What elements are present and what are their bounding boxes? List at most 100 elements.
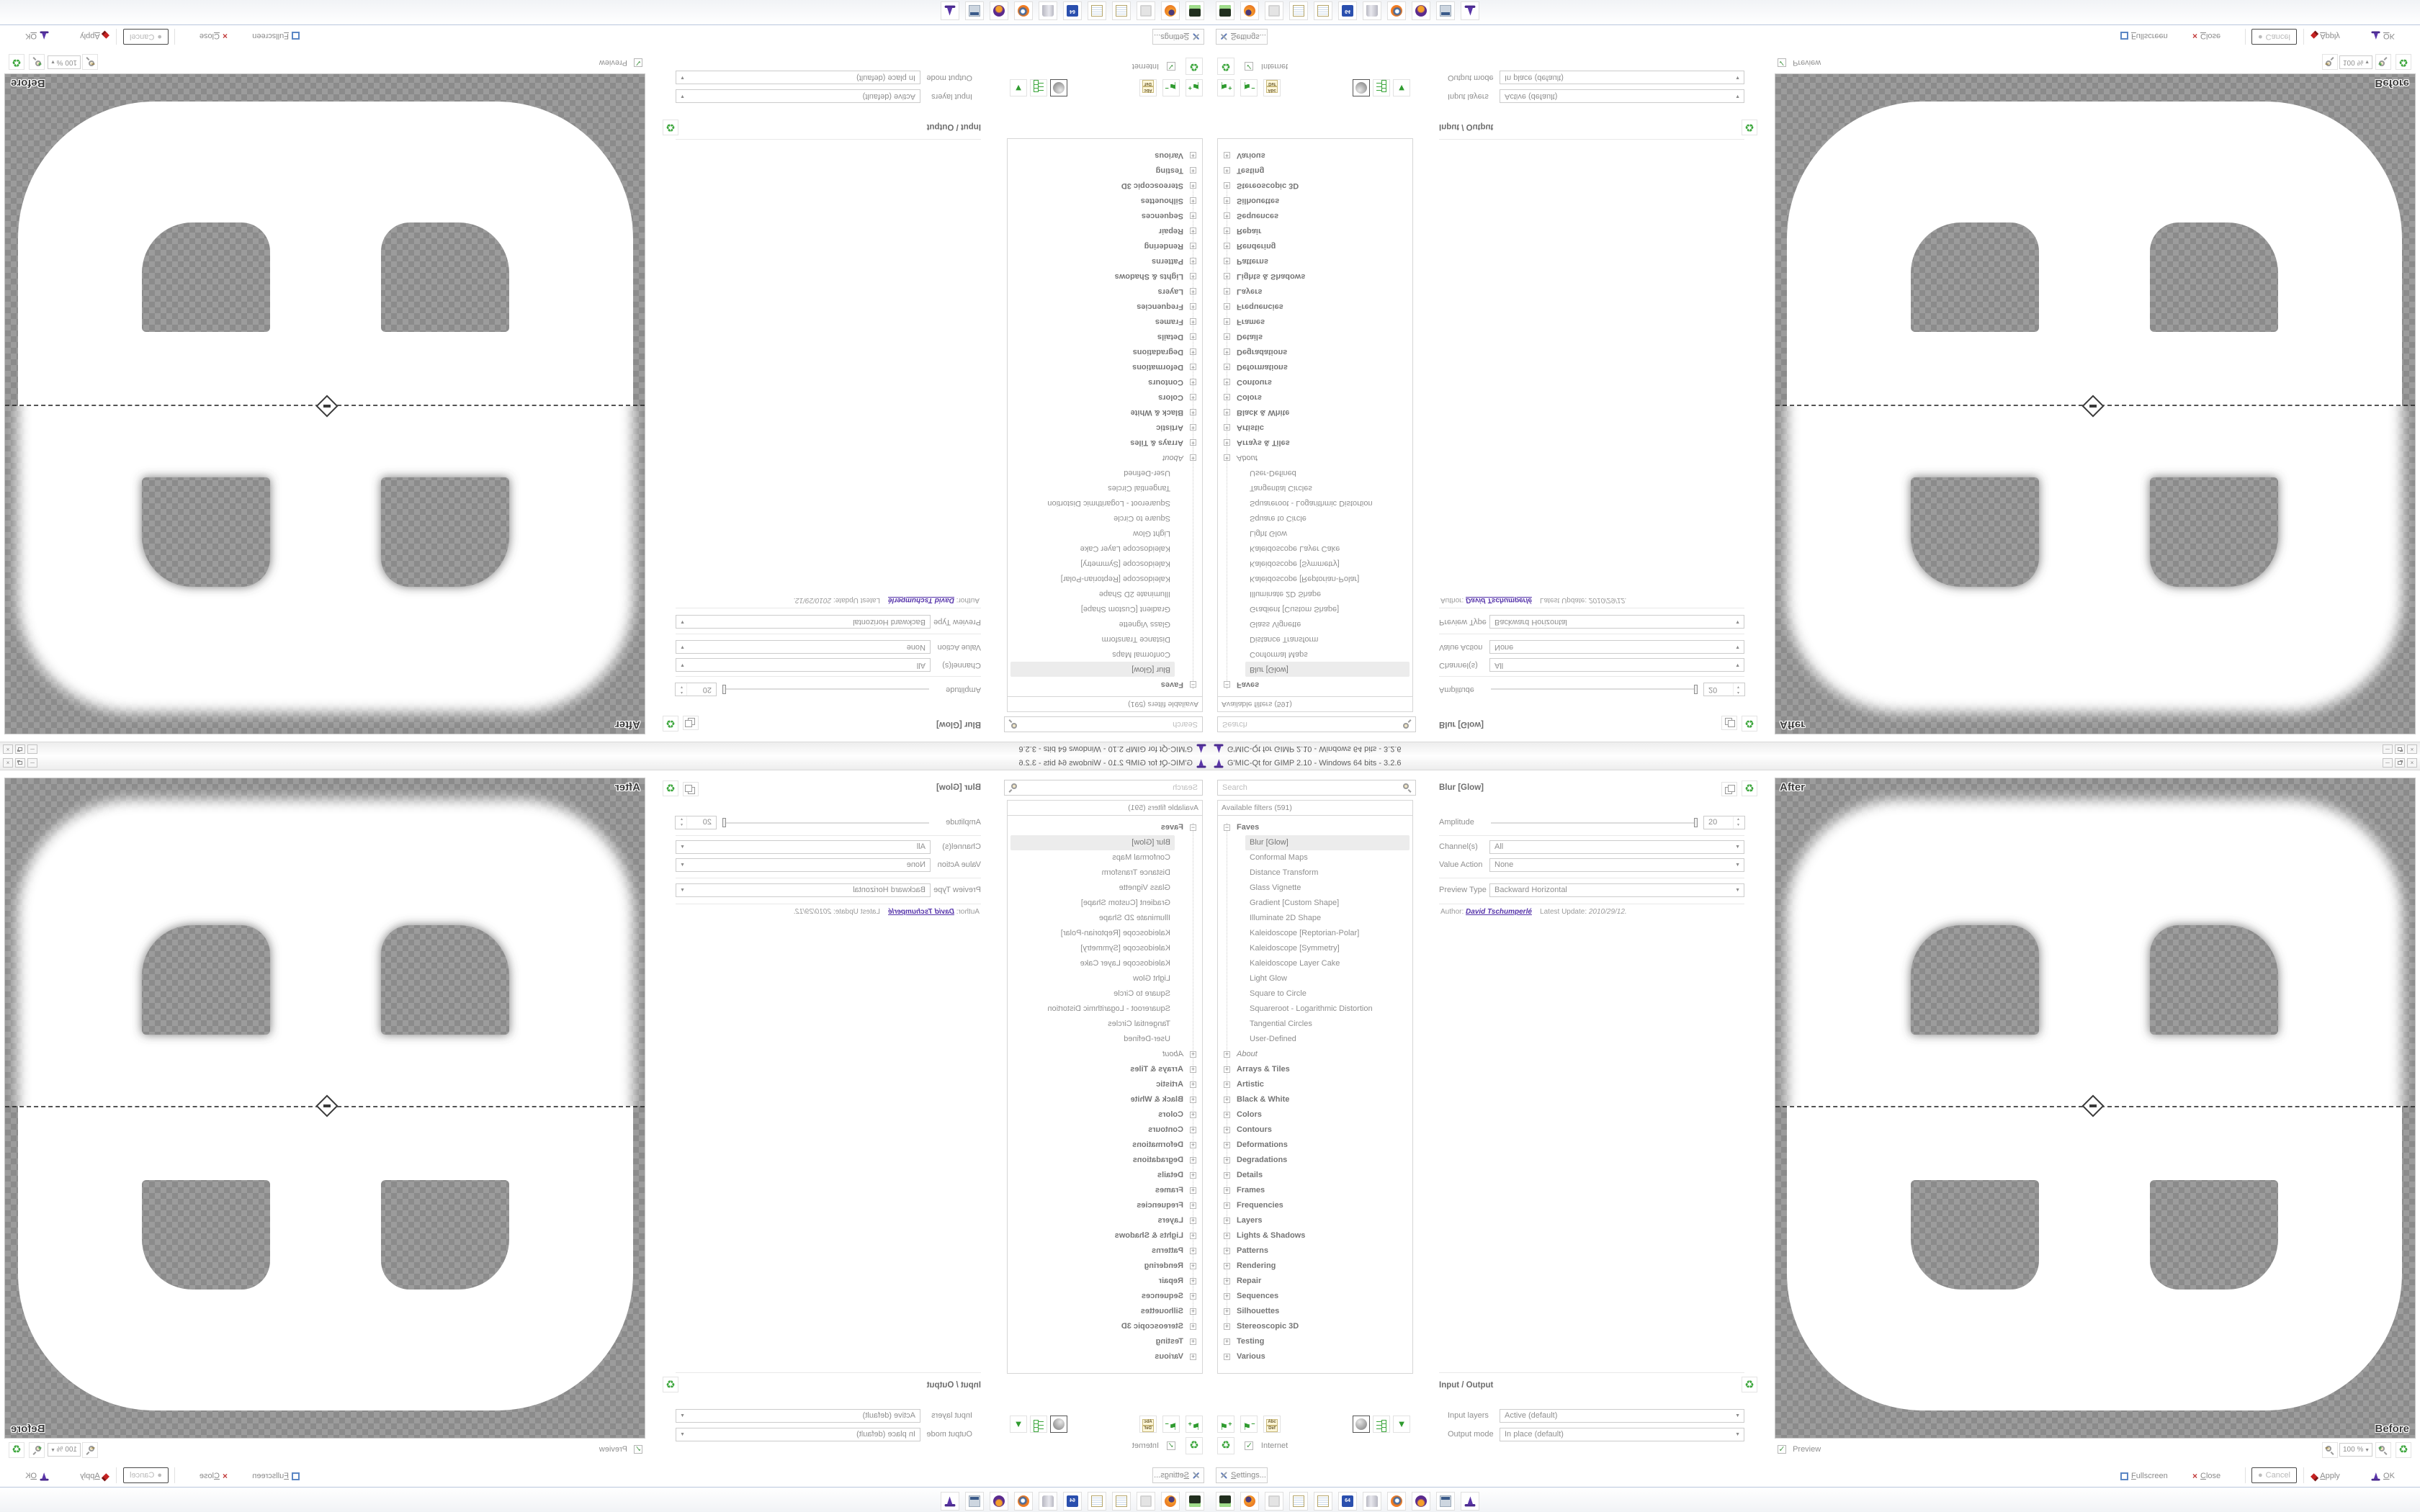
expand-icon[interactable]: +	[1224, 1081, 1230, 1088]
filter-item-square-to-circle[interactable]: Square to Circle	[1113, 989, 1170, 998]
expand-icon[interactable]: +	[1190, 1081, 1196, 1088]
category-frequencies[interactable]: + Frequencies	[1224, 1201, 1283, 1210]
expand-icon[interactable]: +	[1224, 167, 1230, 174]
category-rendering[interactable]: + Rendering	[1224, 242, 1276, 251]
filter-item-light-glow[interactable]: Light Glow	[1250, 529, 1287, 538]
add-fave-button[interactable]: ⚑+	[1217, 79, 1234, 96]
filter-item-kaleidoscope-layer-cake[interactable]: Kaleidoscope Layer Cake	[1080, 544, 1170, 553]
taskbar-plug-icon[interactable]	[1137, 1492, 1155, 1511]
collapse-all-button[interactable]: ▼	[1393, 79, 1410, 96]
author-link[interactable]: David Tschumperlé	[888, 908, 954, 916]
expand-icon[interactable]: +	[1190, 439, 1196, 446]
category-deformations[interactable]: + Deformations	[1132, 1140, 1196, 1149]
zoom-level-select[interactable]: 100 % ▼	[48, 1443, 81, 1457]
taskbar-firefox-icon[interactable]	[1161, 1492, 1180, 1511]
preview-pane[interactable]: After Before	[1775, 73, 2416, 734]
input-layers-select[interactable]: Active (default) ▼	[1500, 89, 1744, 103]
output-mode-select[interactable]: In place (default) ▼	[1500, 71, 1744, 84]
zoom-out-button[interactable]: −	[82, 54, 98, 70]
category-details[interactable]: + Details	[1157, 333, 1196, 341]
taskbar-floppy64-icon[interactable]: 64	[1338, 1492, 1357, 1511]
filter-item-blur-glow[interactable]: Blur [Glow]	[1008, 662, 1202, 677]
filter-item-gradient-custom-shape[interactable]: Gradient [Custom Shape]	[1080, 605, 1170, 613]
amplitude-spinbox[interactable]: 20 ▲ ▼	[675, 683, 717, 696]
category-layers[interactable]: + Layers	[1157, 287, 1196, 296]
taskbar-gmic-icon[interactable]	[941, 1, 959, 20]
copy-command-icon[interactable]	[683, 782, 699, 796]
minimize-button[interactable]: ─	[27, 758, 37, 768]
filter-item-gradient-custom-shape[interactable]: Gradient [Custom Shape]	[1080, 899, 1170, 907]
tree-item-faves[interactable]: − Faves	[1224, 680, 1260, 689]
preview-quality-button[interactable]	[1353, 1416, 1370, 1433]
channels-select[interactable]: All ▼	[1489, 658, 1744, 672]
category-black-white[interactable]: + Black & White	[1130, 408, 1196, 417]
expand-icon[interactable]: +	[1224, 1171, 1230, 1179]
rename-fave-button[interactable]: Abc Def	[1263, 79, 1281, 96]
copy-command-icon[interactable]	[1721, 716, 1737, 730]
preview-type-select[interactable]: Backward Horizontal ▼	[1489, 615, 1744, 629]
expand-icon[interactable]: +	[1224, 409, 1230, 416]
expand-icon[interactable]: +	[1224, 1338, 1230, 1345]
category-degradations[interactable]: + Degradations	[1132, 348, 1196, 356]
category-silhouettes[interactable]: + Silhouettes	[1140, 197, 1196, 205]
preview-type-select[interactable]: Backward Horizontal ▼	[676, 883, 931, 897]
collapse-expander-icon[interactable]: −	[1224, 681, 1230, 688]
expand-icon[interactable]: +	[1190, 1232, 1196, 1239]
preview-pane[interactable]: After Before	[4, 73, 645, 734]
category-various[interactable]: + Various	[1224, 1352, 1265, 1361]
filter-item-kaleidoscope-symmetry[interactable]: Kaleidoscope [Symmetry]	[1080, 559, 1170, 568]
expand-icon[interactable]: +	[1224, 1308, 1230, 1315]
filter-item-square-to-circle[interactable]: Square to Circle	[1250, 514, 1307, 523]
zoom-out-button[interactable]: −	[2322, 1442, 2338, 1458]
expand-icon[interactable]: +	[1224, 379, 1230, 386]
preview-checkbox[interactable]: ✓	[1778, 1445, 1786, 1454]
preview-quality-button[interactable]	[1353, 79, 1370, 96]
refresh-preview-button[interactable]: ♻	[9, 1442, 24, 1458]
category-artistic[interactable]: + Artistic	[1156, 1080, 1196, 1089]
taskbar-terminal-icon[interactable]	[1216, 1, 1234, 20]
expand-icon[interactable]: +	[1190, 348, 1196, 356]
preview-type-select[interactable]: Backward Horizontal ▼	[1489, 883, 1744, 897]
expand-icon[interactable]: +	[1224, 1187, 1230, 1194]
zoom-in-button[interactable]: +	[2375, 54, 2391, 70]
filter-search-input[interactable]: Search	[1004, 716, 1203, 732]
settings-button[interactable]: Settings...	[1152, 1467, 1204, 1483]
taskbar-notepad2-icon[interactable]	[1088, 1492, 1106, 1511]
filter-item-glass-vignette[interactable]: Glass Vignette	[1119, 883, 1170, 892]
category-about[interactable]: + About	[1224, 454, 1258, 462]
amplitude-slider-handle[interactable]	[722, 818, 726, 827]
remove-fave-button[interactable]: ⚑−	[1240, 1416, 1258, 1433]
category-rendering[interactable]: + Rendering	[1144, 242, 1196, 251]
taskbar-calculator-icon[interactable]	[965, 1492, 984, 1511]
zoom-out-button[interactable]: −	[2322, 54, 2338, 70]
expand-icon[interactable]: +	[1190, 379, 1196, 386]
add-fave-button[interactable]: ⚑+	[1186, 79, 1203, 96]
ok-button[interactable]: OK	[25, 27, 49, 43]
expand-icon[interactable]: +	[1224, 228, 1230, 235]
value-action-select[interactable]: None ▼	[676, 640, 931, 654]
ok-button[interactable]: OK	[2371, 27, 2395, 43]
zoom-out-button[interactable]: −	[82, 1442, 98, 1458]
taskbar-notepad-icon[interactable]	[1289, 1492, 1308, 1511]
expand-icon[interactable]: +	[1190, 1323, 1196, 1330]
expand-icon[interactable]: +	[1190, 1247, 1196, 1254]
expand-icon[interactable]: +	[1224, 1156, 1230, 1164]
taskbar-notepad2-icon[interactable]	[1314, 1492, 1332, 1511]
taskbar-owl-icon[interactable]	[1412, 1492, 1430, 1511]
add-fave-button[interactable]: ⚑+	[1217, 1416, 1234, 1433]
spinner-arrows[interactable]: ▲ ▼	[1733, 816, 1743, 829]
filter-item-tangential-circles[interactable]: Tangential Circles	[1108, 1020, 1170, 1028]
expand-icon[interactable]: +	[1190, 409, 1196, 416]
remove-fave-button[interactable]: ⚑−	[1162, 1416, 1180, 1433]
restore-button[interactable]	[15, 744, 25, 754]
update-filters-button[interactable]: ♻	[1217, 1437, 1234, 1454]
filter-item-distance-transform[interactable]: Distance Transform	[1101, 868, 1170, 877]
filter-item-tangential-circles[interactable]: Tangential Circles	[1108, 484, 1170, 492]
expand-icon[interactable]: +	[1190, 228, 1196, 235]
preview-checkbox[interactable]: ✓	[634, 1445, 642, 1454]
close-button[interactable]: ×Close	[2192, 27, 2220, 43]
category-layers[interactable]: + Layers	[1157, 1216, 1196, 1225]
expand-icon[interactable]: +	[1190, 1096, 1196, 1103]
taskbar-calculator-icon[interactable]	[1436, 1492, 1455, 1511]
preview-checkbox[interactable]: ✓	[634, 58, 642, 67]
